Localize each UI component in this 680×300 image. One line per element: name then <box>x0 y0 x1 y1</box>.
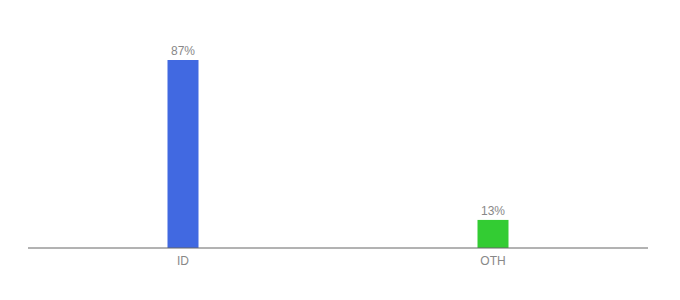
svg-text:ID: ID <box>177 254 189 268</box>
svg-text:87%: 87% <box>171 44 195 58</box>
svg-text:OTH: OTH <box>480 254 505 268</box>
svg-text:13%: 13% <box>481 204 505 218</box>
